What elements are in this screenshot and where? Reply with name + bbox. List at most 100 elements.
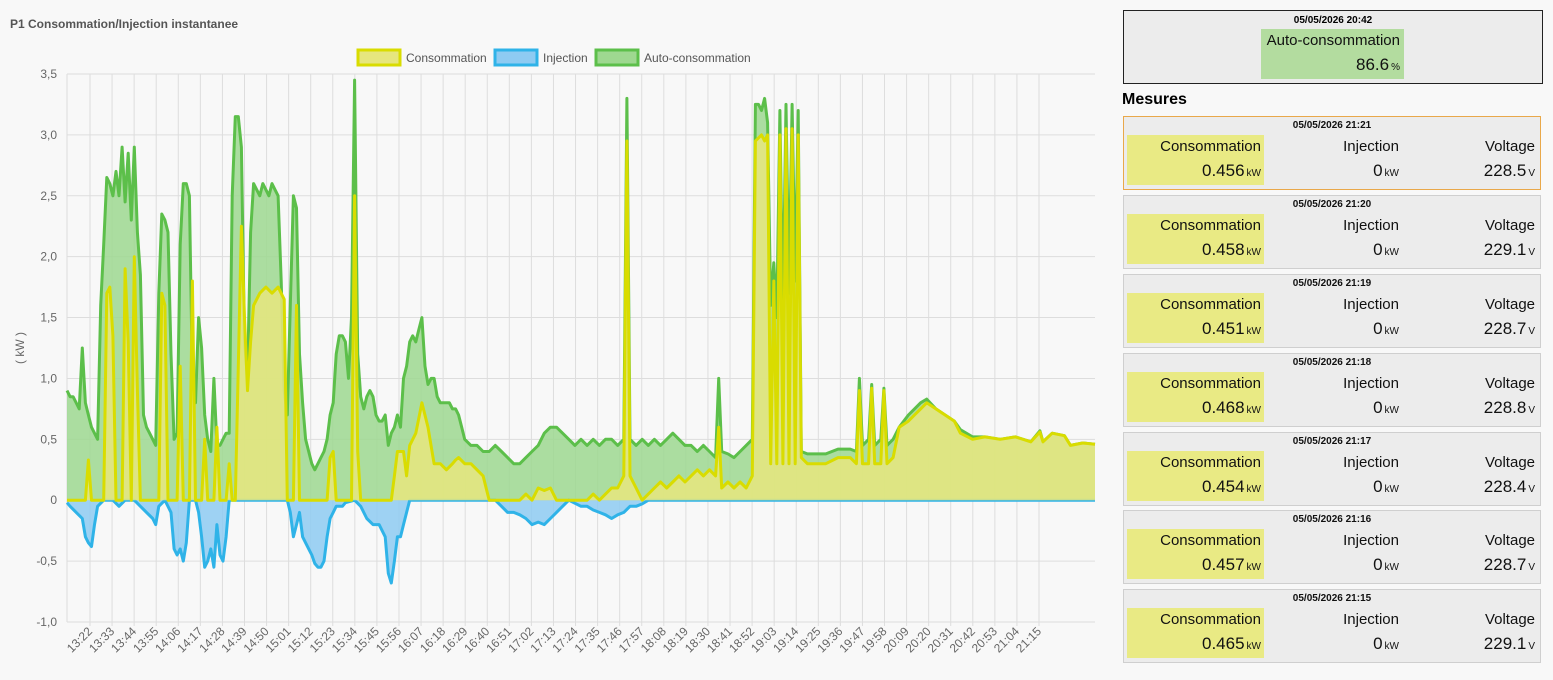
legend-label[interactable]: Injection <box>543 51 588 65</box>
y-tick-label: 2,5 <box>40 189 57 203</box>
voltage-cell: Voltage 228.8 V <box>1402 372 1538 422</box>
injection-unit: kW <box>1384 562 1399 573</box>
voltage-label: Voltage <box>1484 296 1535 313</box>
y-tick-label: 1,5 <box>40 311 57 325</box>
voltage-unit: V <box>1528 247 1535 258</box>
measurement-card: 05/05/2026 21:18 Consommation 0.468 kW Injec… <box>1123 353 1541 427</box>
injection-value: 0 <box>1373 319 1383 338</box>
measurement-timestamp: 05/05/2026 21:19 <box>1292 278 1372 289</box>
chart-title: P1 Consommation/Injection instantanee <box>10 17 239 31</box>
injection-value-line: 0 kW <box>1264 555 1399 575</box>
measurement-card: 05/05/2026 21:15 Consommation 0.465 kW Injec… <box>1123 589 1541 663</box>
consumption-unit: kW <box>1246 405 1261 416</box>
injection-label: Injection <box>1343 611 1399 628</box>
injection-cell: Injection 0 kW <box>1264 608 1402 658</box>
injection-value: 0 <box>1373 240 1383 259</box>
y-axis-label: ( kW ) <box>13 332 27 364</box>
voltage-value: 228.7 <box>1483 555 1527 574</box>
measurement-card: 05/05/2026 21:20 Consommation 0.458 kW Injec… <box>1123 195 1541 269</box>
voltage-label: Voltage <box>1484 217 1535 234</box>
voltage-label: Voltage <box>1484 611 1535 628</box>
voltage-value: 228.5 <box>1483 161 1527 180</box>
injection-value: 0 <box>1373 477 1383 496</box>
consumption-unit: kW <box>1246 168 1261 179</box>
injection-value: 0 <box>1373 634 1383 653</box>
measurement-card: 05/05/2026 21:17 Consommation 0.454 kW Injec… <box>1123 432 1541 506</box>
voltage-cell: Voltage 229.1 V <box>1402 214 1538 264</box>
legend-label[interactable]: Consommation <box>406 51 487 65</box>
consumption-value-line: 0.468 kW <box>1127 398 1261 418</box>
voltage-unit: V <box>1528 326 1535 337</box>
voltage-cell: Voltage 228.7 V <box>1402 293 1538 343</box>
consumption-label: Consommation <box>1160 138 1261 155</box>
voltage-value-line: 228.8 V <box>1402 398 1535 418</box>
consumption-unit: kW <box>1246 641 1261 652</box>
voltage-unit: V <box>1528 562 1535 573</box>
injection-value: 0 <box>1373 161 1383 180</box>
measurement-timestamp: 05/05/2026 21:21 <box>1292 120 1372 131</box>
injection-value-line: 0 kW <box>1264 398 1399 418</box>
legend-swatch[interactable] <box>356 48 402 67</box>
injection-value: 0 <box>1373 398 1383 417</box>
measurement-timestamp: 05/05/2026 21:20 <box>1292 199 1372 210</box>
voltage-value-line: 228.7 V <box>1402 555 1535 575</box>
energy-chart[interactable]: 3,53,02,52,01,51,00,50-0,5-1,013:2213:33… <box>0 0 1105 680</box>
voltage-value-line: 229.1 V <box>1402 634 1535 654</box>
consumption-label: Consommation <box>1160 375 1261 392</box>
measurement-timestamp: 05/05/2026 21:18 <box>1292 357 1372 368</box>
consumption-unit: kW <box>1246 326 1261 337</box>
injection-label: Injection <box>1343 532 1399 549</box>
injection-label: Injection <box>1343 296 1399 313</box>
consumption-cell: Consommation 0.456 kW <box>1127 135 1264 185</box>
consumption-value: 0.454 <box>1202 477 1245 496</box>
auto-consumption-value-line: 86.6% <box>1261 55 1400 75</box>
voltage-label: Voltage <box>1484 138 1535 155</box>
consumption-value: 0.468 <box>1202 398 1245 417</box>
consumption-label: Consommation <box>1160 532 1261 549</box>
injection-value-line: 0 kW <box>1264 319 1399 339</box>
injection-cell: Injection 0 kW <box>1264 135 1402 185</box>
consumption-value-line: 0.451 kW <box>1127 319 1261 339</box>
legend-label[interactable]: Auto-consommation <box>644 51 751 65</box>
y-tick-label: 2,0 <box>40 250 57 264</box>
y-tick-label: 3,0 <box>40 128 57 142</box>
injection-cell: Injection 0 kW <box>1264 372 1402 422</box>
consumption-value-line: 0.458 kW <box>1127 240 1261 260</box>
injection-value-line: 0 kW <box>1264 477 1399 497</box>
legend-swatch[interactable] <box>493 48 539 67</box>
measurement-timestamp: 05/05/2026 21:15 <box>1292 593 1372 604</box>
auto-consumption-label: Auto-consommation <box>1266 32 1400 49</box>
auto-consumption-card: 05/05/2026 20:42 Auto-consommation 86.6% <box>1123 10 1543 84</box>
consumption-value: 0.456 <box>1202 161 1245 180</box>
consumption-value: 0.465 <box>1202 634 1245 653</box>
voltage-cell: Voltage 229.1 V <box>1402 608 1538 658</box>
consumption-cell: Consommation 0.465 kW <box>1127 608 1264 658</box>
consumption-cell: Consommation 0.457 kW <box>1127 529 1264 579</box>
consumption-value: 0.451 <box>1202 319 1245 338</box>
voltage-value-line: 228.7 V <box>1402 319 1535 339</box>
auto-card-timestamp: 05/05/2026 20:42 <box>1293 15 1373 26</box>
legend-swatch[interactable] <box>594 48 640 67</box>
y-tick-label: 0,5 <box>40 432 57 446</box>
consumption-value-line: 0.454 kW <box>1127 477 1261 497</box>
y-tick-label: -0,5 <box>36 554 57 568</box>
measurement-timestamp: 05/05/2026 21:16 <box>1292 514 1372 525</box>
injection-value-line: 0 kW <box>1264 240 1399 260</box>
consumption-unit: kW <box>1246 484 1261 495</box>
measurement-timestamp: 05/05/2026 21:17 <box>1292 436 1372 447</box>
consumption-value-line: 0.465 kW <box>1127 634 1261 654</box>
voltage-unit: V <box>1528 484 1535 495</box>
y-tick-label: 0 <box>50 493 57 507</box>
consumption-label: Consommation <box>1160 296 1261 313</box>
consumption-series-line <box>67 127 1096 502</box>
injection-value-line: 0 kW <box>1264 634 1399 654</box>
voltage-unit: V <box>1528 405 1535 416</box>
consumption-cell: Consommation 0.454 kW <box>1127 451 1264 501</box>
consumption-series-area <box>67 128 1095 501</box>
voltage-label: Voltage <box>1484 532 1535 549</box>
voltage-unit: V <box>1528 168 1535 179</box>
voltage-cell: Voltage 228.4 V <box>1402 451 1538 501</box>
voltage-value: 228.8 <box>1483 398 1527 417</box>
y-tick-label: 1,0 <box>40 371 57 385</box>
injection-label: Injection <box>1343 138 1399 155</box>
